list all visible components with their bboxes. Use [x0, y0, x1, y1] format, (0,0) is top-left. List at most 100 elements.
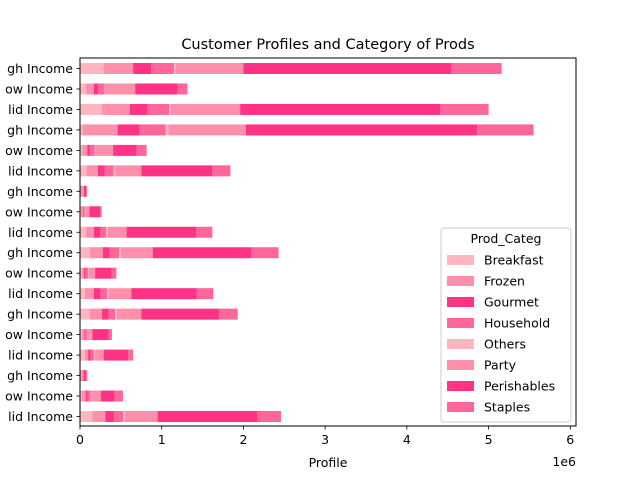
bar-segment-gourmet: [105, 411, 113, 422]
bar-segment-party: [108, 227, 127, 238]
x-axis-offset-text: 1e6: [552, 454, 576, 469]
legend-label-frozen: Frozen: [484, 274, 525, 289]
bar-segment-household: [85, 329, 87, 340]
bar-segment-frozen: [82, 145, 87, 156]
legend-swatch-breakfast: [447, 255, 474, 265]
legend-label-perishables: Perishables: [484, 379, 555, 394]
bar-segment-others: [119, 247, 121, 258]
bar-segment-gourmet: [102, 309, 109, 320]
bar-segment-party: [95, 145, 113, 156]
bar-segment-frozen: [90, 309, 102, 320]
y-tick-label: lid Income: [8, 225, 73, 240]
legend-swatch-gourmet: [447, 297, 474, 307]
bar-segment-party: [176, 63, 244, 74]
bar-segment-party: [171, 104, 240, 115]
bar-segment-frozen: [90, 247, 103, 258]
legend-swatch-frozen: [447, 276, 474, 286]
y-tick-label: lid Income: [8, 286, 73, 301]
bar-segment-perishables: [101, 391, 115, 402]
bar-segment-frozen: [85, 288, 94, 299]
bar-segment-party: [117, 309, 142, 320]
bar-segment-others: [106, 227, 108, 238]
bar-segment-gourmet: [98, 165, 105, 176]
bar-segment-perishables: [158, 411, 258, 422]
bar-segment-breakfast: [80, 83, 86, 94]
bar-segment-breakfast: [80, 411, 92, 422]
bar-segment-household: [105, 165, 114, 176]
bar-segment-breakfast: [80, 165, 87, 176]
bar-segment-others: [174, 63, 176, 74]
y-tick-label: gh Income: [7, 368, 73, 383]
bar-segment-perishables: [92, 329, 108, 340]
bar-segment-frozen: [87, 165, 98, 176]
bar-segment-gourmet: [103, 247, 110, 258]
bar-segment-breakfast: [80, 309, 90, 320]
bar-segment-staples: [86, 370, 87, 381]
bar-segment-staples: [178, 83, 188, 94]
bar-segment-gourmet: [130, 104, 148, 115]
legend-label-breakfast: Breakfast: [484, 253, 544, 268]
bar-segment-staples: [477, 124, 533, 135]
legend-label-household: Household: [484, 316, 550, 331]
bar-segment-perishables: [141, 165, 212, 176]
bar-segment-perishables: [84, 186, 86, 197]
bar-segment-staples: [100, 206, 102, 217]
bar-segment-frozen: [102, 104, 130, 115]
bar-segment-frozen: [86, 227, 94, 238]
y-tick-label: gh Income: [7, 245, 73, 260]
bar-segment-household: [100, 288, 107, 299]
bar-segment-household: [90, 145, 95, 156]
y-tick-label: ow Income: [5, 327, 73, 342]
bar-segment-frozen: [81, 206, 83, 217]
y-tick-label: ow Income: [5, 266, 73, 281]
bar-segment-household: [114, 411, 124, 422]
x-tick-label: 6: [566, 432, 574, 447]
bar-segment-party: [91, 391, 101, 402]
bar-segment-frozen: [82, 268, 84, 279]
bar-segment-party: [168, 124, 246, 135]
bar-segment-frozen: [82, 329, 84, 340]
bar-segment-perishables: [153, 247, 252, 258]
bar-segment-staples: [257, 411, 281, 422]
bar-segment-gourmet: [83, 206, 84, 217]
bar-segment-household: [86, 268, 88, 279]
legend-swatch-household: [447, 318, 474, 328]
legend-label-others: Others: [484, 337, 526, 352]
bar-segment-household: [151, 63, 174, 74]
bar-segment-others: [169, 104, 171, 115]
chart-title: Customer Profiles and Category of Prods: [181, 37, 474, 53]
bar-segment-staples: [197, 288, 213, 299]
legend-swatch-perishables: [447, 381, 474, 391]
bar-segment-breakfast: [80, 288, 85, 299]
bar-segment-gourmet: [84, 268, 86, 279]
bar-segment-household: [109, 309, 116, 320]
bar-segment-staples: [196, 227, 212, 238]
bar-segment-gourmet: [118, 124, 140, 135]
bar-segment-gourmet: [86, 391, 88, 402]
x-tick-label: 1: [158, 432, 166, 447]
bar-segment-household: [91, 350, 94, 361]
y-tick-label: gh Income: [7, 61, 73, 76]
bar-segment-party: [85, 206, 89, 217]
bar-segment-others: [94, 350, 95, 361]
bar-segment-household: [84, 206, 85, 217]
bar-segment-party: [105, 83, 135, 94]
bar-segment-household: [87, 391, 90, 402]
bar-segment-perishables: [135, 83, 177, 94]
bar-segment-perishables: [89, 206, 100, 217]
y-tick-label: gh Income: [7, 307, 73, 322]
bar-segment-household: [98, 83, 105, 94]
bar-segment-gourmet: [84, 329, 85, 340]
y-tick-label: ow Income: [5, 143, 73, 158]
y-tick-label: gh Income: [7, 122, 73, 137]
bar-segment-party: [121, 247, 153, 258]
bar-segment-household: [148, 104, 169, 115]
bar-segment-staples: [111, 268, 116, 279]
bar-segment-staples: [219, 309, 238, 320]
bar-segment-others: [114, 165, 116, 176]
bar-segment-frozen: [82, 124, 117, 135]
bar-segment-perishables: [141, 309, 219, 320]
bar-segment-party: [109, 288, 132, 299]
